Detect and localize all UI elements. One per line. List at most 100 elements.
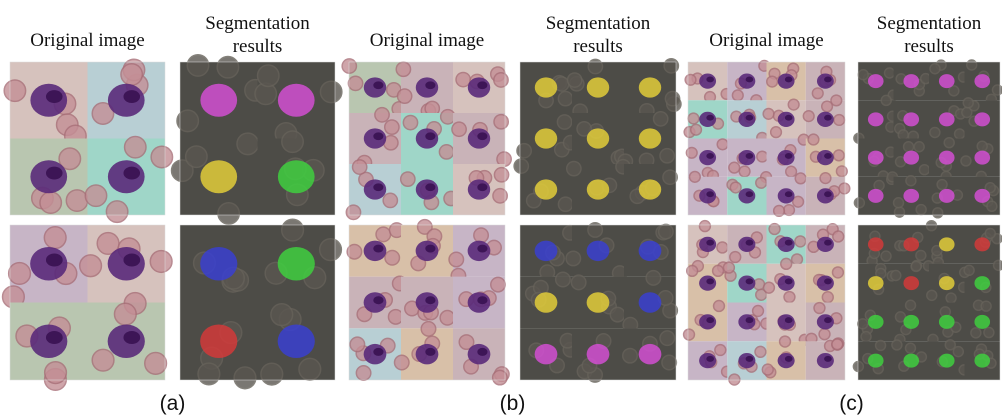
figure-images xyxy=(0,0,1002,420)
red-cell xyxy=(854,198,864,208)
nucleus-lobe xyxy=(477,296,487,304)
red-cell xyxy=(729,162,740,173)
nucleus-lobe xyxy=(746,153,754,159)
red-cell xyxy=(299,358,321,380)
segmented-cell xyxy=(939,151,955,165)
nucleus-lobe xyxy=(46,167,63,180)
red-cell xyxy=(258,65,279,86)
red-cell xyxy=(784,292,795,303)
red-cell xyxy=(684,329,695,340)
nucleus-lobe xyxy=(46,254,63,267)
red-cell xyxy=(739,166,750,177)
red-cell xyxy=(403,115,417,129)
red-cell xyxy=(937,180,947,190)
red-cell xyxy=(793,196,804,207)
red-cell xyxy=(441,110,455,124)
nucleus-lobe xyxy=(785,115,793,121)
red-cell xyxy=(151,146,172,167)
segmented-cell xyxy=(587,344,610,364)
red-cell xyxy=(933,208,943,218)
red-cell xyxy=(891,271,901,281)
red-cell xyxy=(80,255,102,277)
red-cell xyxy=(792,254,803,265)
nucleus-lobe xyxy=(123,167,140,180)
red-cell xyxy=(347,244,361,258)
red-cell xyxy=(401,172,415,186)
segmented-cell xyxy=(903,112,919,126)
red-cell xyxy=(568,73,582,87)
nucleus-lobe xyxy=(824,153,832,159)
red-cell xyxy=(237,133,258,154)
red-cell xyxy=(85,185,106,206)
red-cell xyxy=(961,156,971,166)
segmented-cell xyxy=(939,112,955,126)
red-cell xyxy=(385,120,399,134)
red-cell xyxy=(320,239,342,261)
nucleus-lobe xyxy=(373,81,383,89)
red-cell xyxy=(186,146,207,167)
segmented-cell xyxy=(974,112,990,126)
red-cell xyxy=(803,111,814,122)
red-cell xyxy=(795,173,806,184)
red-cell xyxy=(691,124,702,135)
nucleus-lobe xyxy=(785,191,793,197)
red-cell xyxy=(356,366,370,380)
red-cell xyxy=(660,331,674,345)
red-cell xyxy=(729,374,740,385)
red-cell xyxy=(723,262,734,273)
red-cell xyxy=(567,161,581,175)
red-cell xyxy=(812,88,823,99)
red-cell xyxy=(514,159,528,173)
panel-label: (b) xyxy=(483,392,543,416)
red-cell xyxy=(282,131,303,152)
red-cell xyxy=(494,168,508,182)
red-cell xyxy=(834,150,845,161)
red-cell xyxy=(261,363,283,385)
red-cell xyxy=(885,68,895,78)
red-cell xyxy=(820,173,831,184)
red-cell xyxy=(397,89,411,103)
nucleus-lobe xyxy=(746,115,754,121)
nucleus-lobe xyxy=(425,245,435,253)
red-cell xyxy=(685,74,696,85)
nucleus-lobe xyxy=(785,153,793,159)
nucleus-lobe xyxy=(123,254,140,267)
segmented-cell xyxy=(903,276,919,290)
red-cell xyxy=(753,306,764,317)
red-cell xyxy=(833,231,844,242)
red-cell xyxy=(456,72,470,86)
red-cell xyxy=(713,265,724,276)
red-cell xyxy=(664,59,678,73)
column-title: Original image xyxy=(362,29,492,52)
segmented-cell xyxy=(974,276,990,290)
red-cell xyxy=(911,261,921,271)
red-cell xyxy=(106,201,127,222)
red-cell xyxy=(217,57,238,78)
red-cell xyxy=(491,277,505,291)
red-cell xyxy=(9,263,31,285)
red-cell xyxy=(795,236,806,247)
red-cell xyxy=(557,115,571,129)
nucleus-lobe xyxy=(373,348,383,356)
red-cell xyxy=(571,275,585,289)
nucleus-lobe xyxy=(706,191,714,197)
red-cell xyxy=(440,311,454,325)
red-cell xyxy=(342,59,356,73)
red-cell xyxy=(832,267,843,278)
segmented-cell xyxy=(639,292,662,312)
red-cell xyxy=(688,113,699,124)
red-cell xyxy=(994,260,1002,270)
segmented-cell xyxy=(587,241,610,261)
segmented-cell xyxy=(587,179,609,199)
segmented-cell xyxy=(587,77,609,97)
red-cell xyxy=(700,221,711,232)
red-cell xyxy=(40,192,61,213)
segmented-cell xyxy=(278,84,315,117)
red-cell xyxy=(985,228,995,238)
segmented-cell xyxy=(587,292,610,312)
red-cell xyxy=(234,367,256,389)
segmented-cell xyxy=(639,77,661,97)
segmented-cell xyxy=(903,74,919,88)
red-cell xyxy=(350,337,364,351)
red-cell xyxy=(858,70,868,80)
